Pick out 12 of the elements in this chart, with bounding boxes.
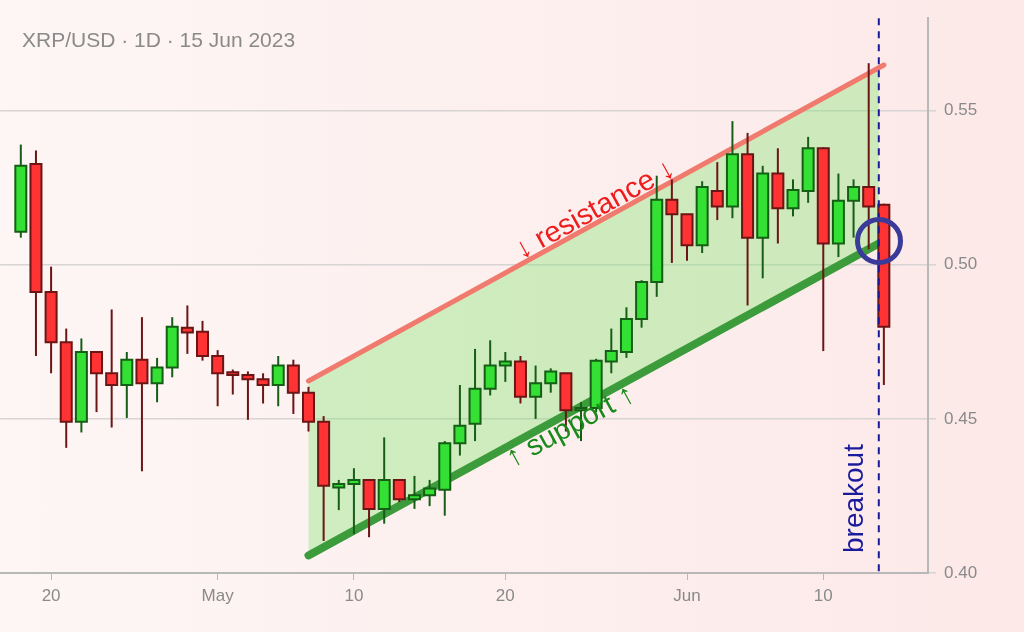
x-tick-label: 20: [495, 585, 515, 605]
text: XRP/USD · 1D · 15 Jun 2023: [22, 28, 296, 52]
y-tick-label: 0.50: [944, 254, 978, 274]
y-tick-label: 0.40: [944, 562, 978, 582]
x-tick-label: Jun: [673, 585, 701, 605]
y-tick-label: 0.45: [944, 408, 978, 428]
x-tick-label: May: [201, 585, 235, 605]
x-tick-label: 10: [813, 585, 833, 605]
y-tick-label: 0.55: [944, 100, 978, 120]
ref-line-label: breakout: [837, 443, 869, 553]
x-tick-label: 20: [41, 585, 61, 605]
x-tick-label: 10: [344, 585, 364, 605]
